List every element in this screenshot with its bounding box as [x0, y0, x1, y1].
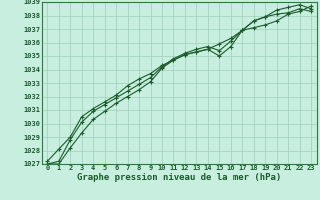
X-axis label: Graphe pression niveau de la mer (hPa): Graphe pression niveau de la mer (hPa) — [77, 173, 281, 182]
